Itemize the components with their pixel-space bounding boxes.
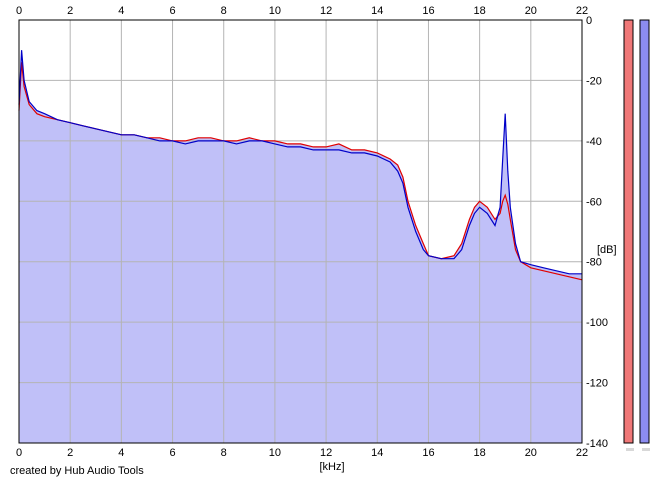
- y-tick--120: -120: [586, 378, 608, 390]
- x-tick-top-14: 14: [371, 5, 383, 17]
- x-tick-bottom-6: 6: [169, 447, 175, 459]
- y-tick--20: -20: [586, 75, 602, 87]
- x-tick-bottom-20: 20: [525, 447, 537, 459]
- x-axis-label: [kHz]: [319, 461, 344, 473]
- x-tick-labels-bottom: 0 2 4 6 8 10 12 14 16 18 20 22: [16, 447, 588, 459]
- x-tick-bottom-4: 4: [118, 447, 124, 459]
- y-tick--140: -140: [586, 438, 608, 450]
- credit-text: created by Hub Audio Tools: [10, 465, 144, 477]
- y-axis-label: [dB]: [597, 244, 617, 256]
- plot-frame: [18, 19, 583, 444]
- x-tick-top-0: 0: [16, 5, 22, 17]
- y-tick--40: -40: [586, 136, 602, 148]
- x-tick-bottom-22: 22: [576, 447, 588, 459]
- level-meter-left-fill: [623, 19, 634, 444]
- y-tick--60: -60: [586, 196, 602, 208]
- level-meter-right: [639, 19, 650, 451]
- x-tick-top-6: 6: [169, 5, 175, 17]
- x-tick-top-4: 4: [118, 5, 124, 17]
- x-tick-labels-top: 0 2 4 6 8 10 12 14 16 18 20 22: [16, 5, 588, 17]
- x-tick-top-22: 22: [576, 5, 588, 17]
- level-meter-right-fill: [639, 19, 650, 444]
- x-tick-bottom-0: 0: [16, 447, 22, 459]
- x-tick-top-12: 12: [320, 5, 332, 17]
- x-tick-bottom-14: 14: [371, 447, 383, 459]
- x-tick-bottom-8: 8: [221, 447, 227, 459]
- spectrum-area: [19, 50, 582, 443]
- x-tick-top-18: 18: [474, 5, 486, 17]
- x-tick-top-16: 16: [422, 5, 434, 17]
- series-right-channel-line: [18, 50, 582, 275]
- x-tick-top-20: 20: [525, 5, 537, 17]
- y-tick-0: 0: [586, 15, 592, 27]
- x-tick-bottom-16: 16: [422, 447, 434, 459]
- x-tick-bottom-12: 12: [320, 447, 332, 459]
- x-tick-top-2: 2: [67, 5, 73, 17]
- y-tick-labels: 0 -20 -40 -60 -80 -100 -120 -140: [586, 15, 608, 450]
- y-tick--100: -100: [586, 317, 608, 329]
- level-meter-left: [623, 19, 634, 451]
- x-tick-bottom-2: 2: [67, 447, 73, 459]
- x-tick-bottom-10: 10: [269, 447, 281, 459]
- x-tick-top-8: 8: [221, 5, 227, 17]
- y-tick--80: -80: [586, 257, 602, 269]
- x-tick-top-10: 10: [269, 5, 281, 17]
- x-tick-bottom-18: 18: [474, 447, 486, 459]
